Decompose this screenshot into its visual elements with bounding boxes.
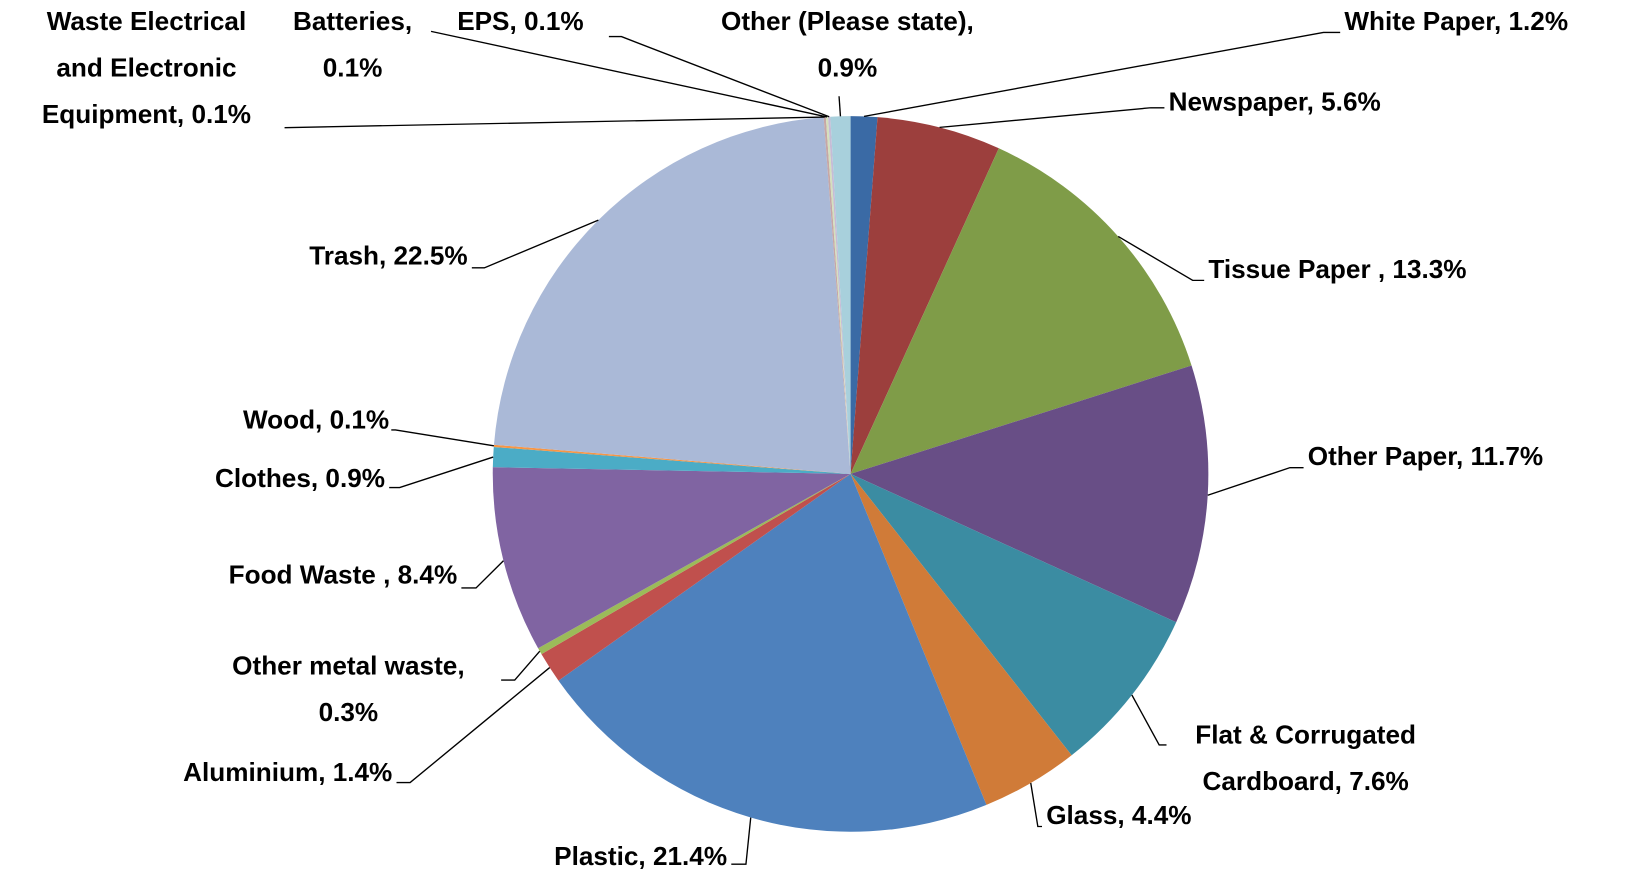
pie-slice [492, 446, 851, 474]
leader-line [284, 116, 825, 129]
data-label: Flat & Corrugated [1195, 719, 1416, 749]
leader-line [863, 31, 1341, 118]
leader-line [1117, 235, 1205, 282]
pie-slice [850, 473, 1177, 756]
data-label: Glass, 4.4% [1046, 800, 1191, 830]
leader-line [396, 667, 551, 784]
pie-slice [538, 473, 851, 655]
pie-slice [825, 116, 851, 474]
leader-line [501, 650, 541, 681]
leader-line [461, 560, 504, 589]
pie-slice [828, 116, 851, 474]
data-label: Waste Electrical [47, 6, 247, 36]
data-label: Wood, 0.1% [243, 405, 389, 435]
data-label: 0.9% [818, 52, 878, 82]
leader-line [1131, 694, 1167, 746]
data-label: Cardboard, 7.6% [1203, 766, 1409, 796]
data-label: 0.1% [323, 52, 383, 82]
leader-line [1030, 782, 1043, 828]
pie-slice [558, 473, 987, 832]
leader-line [1207, 466, 1304, 496]
pie-chart: White Paper, 1.2% Newspaper, 5.6% Tissue P… [42, 6, 1568, 870]
pie-slice [850, 365, 1209, 623]
pie-slice [493, 444, 851, 474]
data-label: Equipment, 0.1% [42, 99, 251, 129]
leader-line [430, 30, 828, 118]
data-label: Plastic, 21.4% [554, 841, 727, 870]
pie-slice [850, 116, 878, 474]
data-label: Clothes, 0.9% [215, 463, 385, 493]
leader-line [608, 35, 830, 118]
data-label: White Paper, 1.2% [1344, 6, 1568, 36]
pie-slice [541, 473, 851, 681]
pie-slice [492, 467, 851, 649]
pie-slice [850, 473, 1072, 805]
data-label: and Electronic [56, 52, 236, 82]
pie-slice [850, 148, 1192, 474]
leader-line [939, 107, 1165, 129]
data-label: Food Waste , 8.4% [229, 559, 458, 589]
data-label: 0.3% [319, 697, 379, 727]
data-label: Aluminium, 1.4% [183, 757, 392, 787]
pie-slice [850, 117, 999, 474]
leader-line [838, 96, 842, 117]
data-label: Batteries, [293, 6, 412, 36]
data-label: Other (Please state), [721, 6, 974, 36]
data-label: EPS, 0.1% [457, 6, 583, 36]
leader-line [471, 219, 599, 269]
leader-line [391, 429, 494, 447]
data-label: Tissue Paper , 13.3% [1208, 254, 1466, 284]
pie-slice [823, 116, 851, 474]
pie-slice [830, 116, 851, 474]
data-label: Newspaper, 5.6% [1169, 86, 1381, 116]
leader-line [389, 456, 494, 489]
pie-slice [493, 117, 851, 474]
data-label: Other Paper, 11.7% [1308, 441, 1543, 471]
data-label: Other metal waste, [232, 650, 464, 680]
data-label: Trash, 22.5% [309, 240, 467, 270]
leader-line [731, 817, 752, 865]
